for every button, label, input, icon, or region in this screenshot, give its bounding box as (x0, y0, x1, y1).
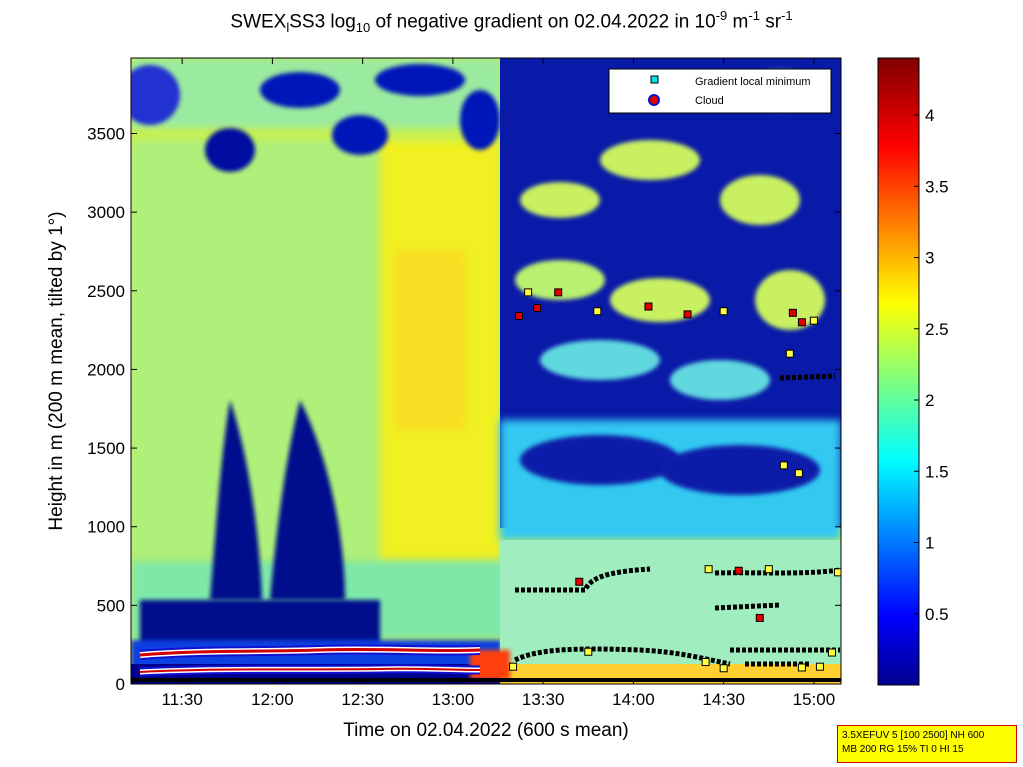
cloud-marker (554, 288, 563, 297)
x-tick-label: 12:00 (251, 690, 294, 709)
colorbar-tick-label: 3.5 (925, 177, 949, 196)
colorbar-tick-label: 4 (925, 106, 934, 125)
colorbar-tick-label: 3 (925, 249, 934, 268)
legend: Gradient local minimum Cloud (608, 68, 832, 114)
cloud-marker (755, 613, 764, 622)
y-tick-label: 1000 (87, 518, 125, 537)
gradient-minimum-marker (833, 568, 841, 577)
y-tick-label: 2000 (87, 360, 125, 379)
gradient-minimum-marker (797, 663, 806, 672)
gradient-minimum-marker (584, 647, 593, 656)
colorbar-tick-label: 1.5 (925, 462, 949, 481)
gradient-minimum-marker (719, 664, 728, 673)
colorbar-tick-label: 0.5 (925, 605, 949, 624)
cloud-marker (788, 308, 797, 317)
x-tick-label: 13:00 (432, 690, 475, 709)
gradient-minimum-marker (785, 349, 794, 358)
legend-label-gradient: Gradient local minimum (695, 76, 811, 88)
cloud-marker (575, 577, 584, 586)
gradient-minimum-marker (704, 565, 713, 574)
gradient-minimum-marker (509, 662, 518, 671)
gradient-minimum-marker (809, 316, 818, 325)
gradient-minimum-marker (815, 662, 824, 671)
heatmap-field (131, 58, 841, 684)
x-axis-label: Time on 02.04.2022 (600 s mean) (343, 720, 629, 741)
stamp-line-2: MB 200 RG 15% TI 0 HI 15 (842, 744, 964, 755)
settings-stamp: 3.5XEFUV 5 [100 2500] NH 600 MB 200 RG 1… (837, 725, 1017, 763)
legend-label-cloud: Cloud (695, 95, 724, 107)
y-tick-label: 2500 (87, 282, 125, 301)
x-tick-label: 12:30 (341, 690, 384, 709)
y-tick-label: 500 (97, 596, 125, 615)
y-axis-label: Height in m (200 m mean, tilted by 1°) (46, 211, 67, 530)
gradient-minimum-marker (719, 307, 728, 316)
legend-circle-marker (648, 94, 660, 106)
y-tick-label: 0 (116, 675, 125, 694)
x-tick-label: 14:00 (612, 690, 655, 709)
legend-square-marker (650, 75, 659, 84)
cloud-marker (734, 566, 743, 575)
y-tick-label: 3000 (87, 203, 125, 222)
gradient-minimum-marker (701, 657, 710, 666)
cloud-marker (515, 311, 524, 320)
chart-title: SWEXlSS3 log10 of negative gradient on 0… (230, 8, 793, 36)
cloud-marker (533, 304, 542, 313)
cloud-marker (683, 310, 692, 319)
x-tick-label: 14:30 (702, 690, 745, 709)
gradient-minimum-marker (764, 565, 773, 574)
gradient-minimum-marker (593, 307, 602, 316)
cloud-marker (644, 302, 653, 311)
gradient-minimum-marker (794, 469, 803, 478)
colorbar-tick-label: 1 (925, 534, 934, 553)
x-tick-label: 13:30 (522, 690, 565, 709)
gradient-minimum-marker (779, 461, 788, 470)
colorbar-tick-label: 2 (925, 391, 934, 410)
colorbar (877, 57, 920, 686)
cloud-base-lines (131, 373, 841, 682)
cloud-marker (797, 318, 806, 327)
colorbar-tick-label: 2.5 (925, 320, 949, 339)
plot-frame (130, 57, 842, 685)
gradient-minimum-marker (827, 648, 836, 657)
y-tick-label: 1500 (87, 439, 125, 458)
x-tick-label: 15:00 (793, 690, 836, 709)
y-tick-label: 3500 (87, 124, 125, 143)
stamp-line-1: 3.5XEFUV 5 [100 2500] NH 600 (842, 730, 985, 741)
gradient-minimum-marker (524, 288, 533, 297)
x-tick-label: 11:30 (162, 690, 203, 709)
